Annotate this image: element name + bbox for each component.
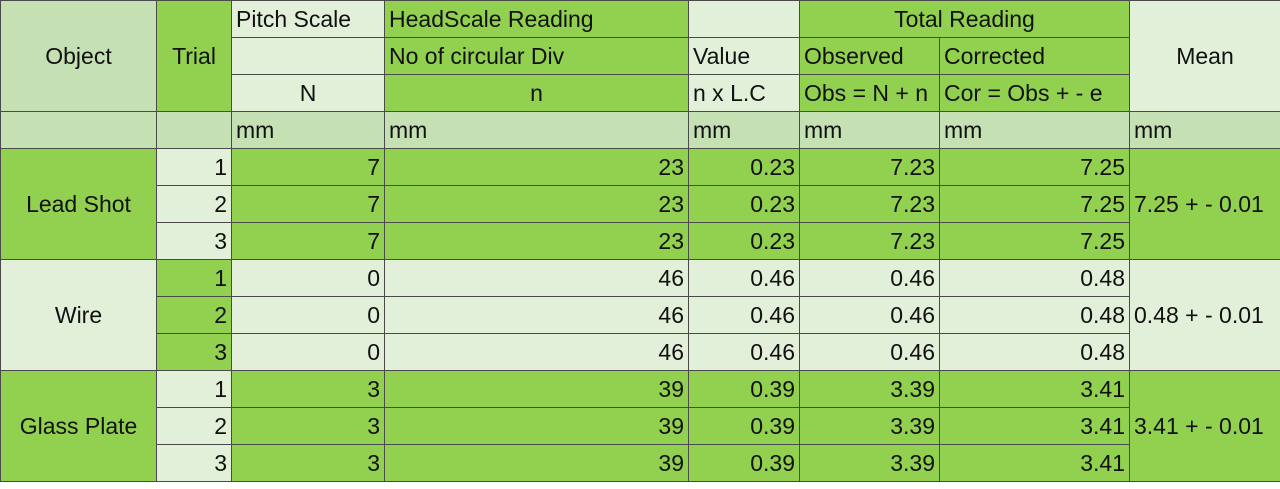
table-row: 3 3 39 0.39 3.39 3.41 xyxy=(1,444,1280,482)
observed-cell[interactable]: 0.46 xyxy=(799,333,940,371)
units-trial-blank[interactable] xyxy=(156,111,232,149)
head-n-cell[interactable]: 39 xyxy=(384,407,689,445)
unit-corrected[interactable]: mm xyxy=(939,111,1130,149)
object-name[interactable]: Lead Shot xyxy=(0,148,157,260)
pitch-n-cell[interactable]: 0 xyxy=(231,259,385,297)
header-pitch-scale[interactable]: Pitch Scale xyxy=(231,0,385,38)
header-blank-pitch[interactable] xyxy=(231,37,385,75)
header-object[interactable]: Object xyxy=(0,0,157,112)
value-cell[interactable]: 0.23 xyxy=(688,185,800,223)
table-row: Wire 1 0 46 0.46 0.46 0.48 0.48 + - 0.01 xyxy=(0,259,1280,371)
header-observed-formula[interactable]: Obs = N + n xyxy=(799,74,940,112)
pitch-n-cell[interactable]: 3 xyxy=(231,370,385,408)
corrected-cell[interactable]: 3.41 xyxy=(939,444,1130,482)
value-cell[interactable]: 0.39 xyxy=(688,370,800,408)
corrected-cell[interactable]: 0.48 xyxy=(939,296,1130,334)
unit-value[interactable]: mm xyxy=(688,111,800,149)
pitch-n-cell[interactable]: 7 xyxy=(231,148,385,186)
unit-observed[interactable]: mm xyxy=(799,111,940,149)
table-row: 2 3 39 0.39 3.39 3.41 xyxy=(1,407,1280,445)
header-mean[interactable]: Mean xyxy=(1129,0,1280,112)
units-row: mm mm mm mm mm mm xyxy=(0,111,1280,149)
trial-cell[interactable]: 2 xyxy=(156,407,232,445)
header-no-circular-div[interactable]: No of circular Div xyxy=(384,37,689,75)
value-cell[interactable]: 0.23 xyxy=(688,222,800,260)
header-row-1: Object Trial Pitch Scale HeadScale Readi… xyxy=(0,0,1280,112)
observed-cell[interactable]: 7.23 xyxy=(799,222,940,260)
corrected-cell[interactable]: 0.48 xyxy=(939,259,1130,297)
value-cell[interactable]: 0.46 xyxy=(688,333,800,371)
header-observed[interactable]: Observed xyxy=(799,37,940,75)
pitch-n-cell[interactable]: 3 xyxy=(231,444,385,482)
corrected-cell[interactable]: 7.25 xyxy=(939,222,1130,260)
pitch-n-cell[interactable]: 7 xyxy=(231,222,385,260)
head-n-cell[interactable]: 23 xyxy=(384,222,689,260)
header-corrected[interactable]: Corrected xyxy=(939,37,1130,75)
pitch-n-cell[interactable]: 3 xyxy=(231,407,385,445)
header-corrected-formula[interactable]: Cor = Obs + - e xyxy=(939,74,1130,112)
head-n-cell[interactable]: 46 xyxy=(384,296,689,334)
header-blank-value[interactable] xyxy=(688,0,800,38)
pitch-n-cell[interactable]: 0 xyxy=(231,296,385,334)
trial-cell[interactable]: 2 xyxy=(156,296,232,334)
corrected-cell[interactable]: 7.25 xyxy=(939,185,1130,223)
head-n-cell[interactable]: 23 xyxy=(384,185,689,223)
header-total-reading[interactable]: Total Reading xyxy=(799,0,1130,38)
table-row: 3 7 23 0.23 7.23 7.25 xyxy=(1,222,1280,260)
pitch-n-cell[interactable]: 0 xyxy=(231,333,385,371)
trial-cell[interactable]: 1 xyxy=(156,370,232,408)
observed-cell[interactable]: 3.39 xyxy=(799,370,940,408)
head-n-cell[interactable]: 23 xyxy=(384,148,689,186)
table-row: Lead Shot 1 7 23 0.23 7.23 7.25 7.25 + -… xyxy=(0,148,1280,260)
head-n-cell[interactable]: 39 xyxy=(384,444,689,482)
head-n-cell[interactable]: 46 xyxy=(384,259,689,297)
observed-cell[interactable]: 7.23 xyxy=(799,148,940,186)
table-row: 2 0 46 0.46 0.46 0.48 xyxy=(1,296,1280,334)
value-cell[interactable]: 0.46 xyxy=(688,259,800,297)
mean-cell[interactable]: 0.48 + - 0.01 xyxy=(1129,259,1280,371)
corrected-cell[interactable]: 3.41 xyxy=(939,407,1130,445)
trial-cell[interactable]: 1 xyxy=(156,259,232,297)
value-cell[interactable]: 0.23 xyxy=(688,148,800,186)
value-cell[interactable]: 0.39 xyxy=(688,444,800,482)
observed-cell[interactable]: 3.39 xyxy=(799,444,940,482)
corrected-cell[interactable]: 7.25 xyxy=(939,148,1130,186)
observed-cell[interactable]: 0.46 xyxy=(799,296,940,334)
header-row-3: N n n x L.C Obs = N + n Cor = Obs + - e xyxy=(1,74,1280,112)
corrected-cell[interactable]: 0.48 xyxy=(939,333,1130,371)
object-name[interactable]: Wire xyxy=(0,259,157,371)
mean-cell[interactable]: 7.25 + - 0.01 xyxy=(1129,148,1280,260)
header-headscale-reading[interactable]: HeadScale Reading xyxy=(384,0,689,38)
trial-cell[interactable]: 3 xyxy=(156,333,232,371)
corrected-cell[interactable]: 3.41 xyxy=(939,370,1130,408)
trial-cell[interactable]: 3 xyxy=(156,444,232,482)
mean-cell[interactable]: 3.41 + - 0.01 xyxy=(1129,370,1280,482)
header-trial[interactable]: Trial xyxy=(156,0,232,112)
observed-cell[interactable]: 0.46 xyxy=(799,259,940,297)
unit-headscale[interactable]: mm xyxy=(384,111,689,149)
observed-cell[interactable]: 3.39 xyxy=(799,407,940,445)
head-n-cell[interactable]: 46 xyxy=(384,333,689,371)
object-name[interactable]: Glass Plate xyxy=(0,370,157,482)
table-row: 2 7 23 0.23 7.23 7.25 xyxy=(1,185,1280,223)
table-row: Glass Plate 1 3 39 0.39 3.39 3.41 3.41 +… xyxy=(0,370,1280,482)
units-object-blank[interactable] xyxy=(0,111,157,149)
head-n-cell[interactable]: 39 xyxy=(384,370,689,408)
unit-mean[interactable]: mm xyxy=(1129,111,1280,149)
trial-cell[interactable]: 3 xyxy=(156,222,232,260)
header-pitch-n[interactable]: N xyxy=(231,74,385,112)
value-cell[interactable]: 0.39 xyxy=(688,407,800,445)
pitch-n-cell[interactable]: 7 xyxy=(231,185,385,223)
trial-cell[interactable]: 1 xyxy=(156,148,232,186)
trial-cell[interactable]: 2 xyxy=(156,185,232,223)
header-head-n[interactable]: n xyxy=(384,74,689,112)
header-value-formula[interactable]: n x L.C xyxy=(688,74,800,112)
value-cell[interactable]: 0.46 xyxy=(688,296,800,334)
unit-pitch[interactable]: mm xyxy=(231,111,385,149)
observed-cell[interactable]: 7.23 xyxy=(799,185,940,223)
table-row: 3 0 46 0.46 0.46 0.48 xyxy=(1,333,1280,371)
header-value[interactable]: Value xyxy=(688,37,800,75)
